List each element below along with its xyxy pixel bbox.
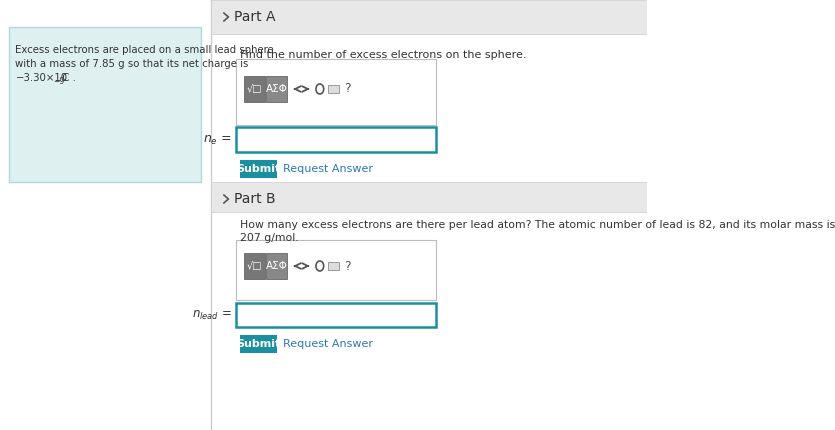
Text: −9: −9 — [53, 77, 64, 86]
FancyBboxPatch shape — [240, 335, 277, 353]
FancyBboxPatch shape — [211, 0, 646, 34]
FancyBboxPatch shape — [211, 182, 646, 212]
Text: ?: ? — [344, 83, 350, 95]
Text: −3.30×10: −3.30×10 — [16, 73, 68, 83]
FancyBboxPatch shape — [236, 240, 436, 300]
FancyBboxPatch shape — [328, 85, 339, 93]
Text: $n_{lead}$ =: $n_{lead}$ = — [192, 308, 231, 322]
Text: ΑΣΦ: ΑΣΦ — [266, 261, 287, 271]
Text: 207 g/mol.: 207 g/mol. — [240, 233, 299, 243]
Text: Excess electrons are placed on a small lead sphere: Excess electrons are placed on a small l… — [16, 45, 274, 55]
Text: ?: ? — [344, 259, 350, 273]
Text: Submit: Submit — [236, 339, 281, 349]
Text: Part B: Part B — [234, 192, 276, 206]
Text: Request Answer: Request Answer — [283, 339, 373, 349]
Text: $n_e$ =: $n_e$ = — [203, 133, 231, 147]
FancyBboxPatch shape — [9, 27, 201, 182]
Text: Request Answer: Request Answer — [283, 164, 373, 174]
FancyBboxPatch shape — [328, 262, 339, 270]
FancyBboxPatch shape — [236, 303, 436, 327]
FancyBboxPatch shape — [266, 253, 287, 279]
FancyBboxPatch shape — [244, 253, 265, 279]
Text: Submit: Submit — [236, 164, 281, 174]
FancyBboxPatch shape — [244, 76, 265, 102]
Text: with a mass of 7.85 g so that its net charge is: with a mass of 7.85 g so that its net ch… — [16, 59, 249, 69]
FancyBboxPatch shape — [240, 160, 277, 178]
FancyBboxPatch shape — [0, 0, 646, 430]
Text: Part A: Part A — [234, 10, 276, 24]
Text: √□: √□ — [246, 261, 261, 271]
FancyBboxPatch shape — [266, 76, 287, 102]
FancyBboxPatch shape — [236, 127, 436, 152]
Text: Find the number of excess electrons on the sphere.: Find the number of excess electrons on t… — [240, 50, 527, 60]
Text: C .: C . — [58, 73, 76, 83]
Text: How many excess electrons are there per lead atom? The atomic number of lead is : How many excess electrons are there per … — [240, 220, 835, 230]
Text: √□: √□ — [246, 84, 261, 94]
Text: ΑΣΦ: ΑΣΦ — [266, 84, 287, 94]
FancyBboxPatch shape — [236, 59, 436, 125]
